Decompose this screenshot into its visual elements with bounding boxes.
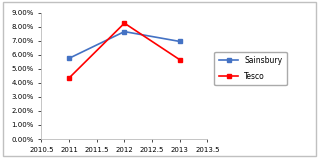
- Line: Sainsbury: Sainsbury: [67, 29, 182, 61]
- Tesco: [178, 59, 182, 61]
- Legend: Sainsbury, Tesco: Sainsbury, Tesco: [214, 52, 287, 85]
- Sainsbury: [178, 40, 182, 42]
- Line: Tesco: Tesco: [67, 21, 182, 80]
- Sainsbury: [122, 31, 126, 33]
- Tesco: [122, 22, 126, 24]
- Sainsbury: [67, 57, 71, 59]
- Tesco: [67, 77, 71, 79]
